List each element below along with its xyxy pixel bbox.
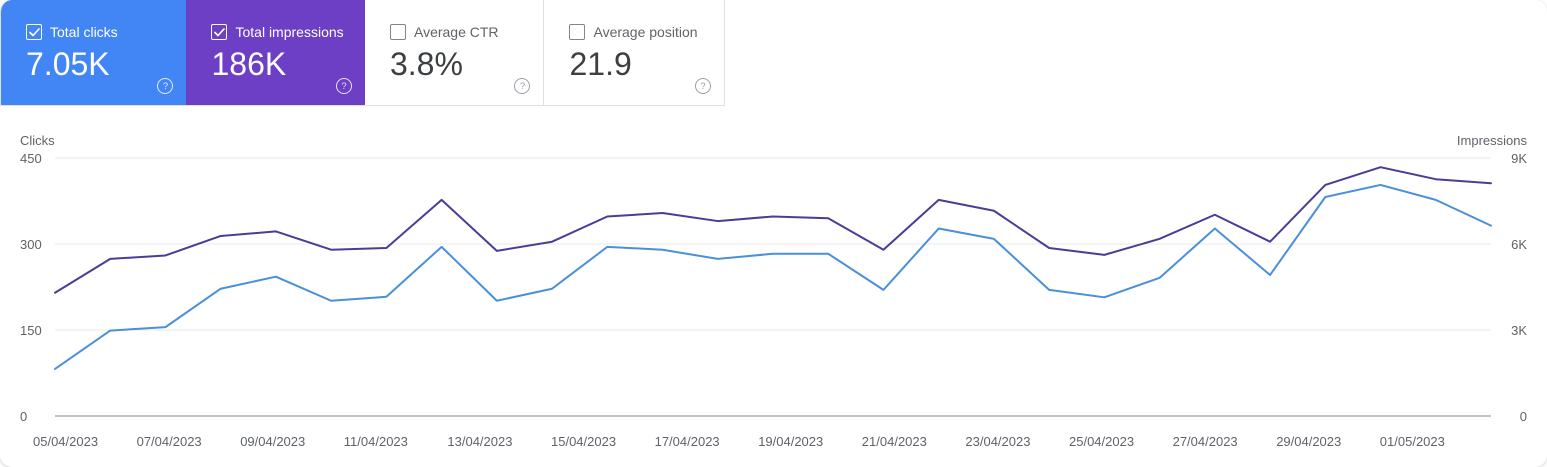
svg-text:0: 0 [1520,409,1527,424]
svg-text:01/05/2023: 01/05/2023 [1380,434,1445,449]
svg-text:6K: 6K [1511,237,1527,252]
svg-text:13/04/2023: 13/04/2023 [447,434,512,449]
svg-text:27/04/2023: 27/04/2023 [1173,434,1238,449]
svg-text:3K: 3K [1511,323,1527,338]
svg-text:150: 150 [20,323,42,338]
svg-text:15/04/2023: 15/04/2023 [551,434,616,449]
svg-text:09/04/2023: 09/04/2023 [240,434,305,449]
svg-text:300: 300 [20,237,42,252]
svg-text:25/04/2023: 25/04/2023 [1069,434,1134,449]
svg-text:21/04/2023: 21/04/2023 [862,434,927,449]
svg-text:9K: 9K [1511,151,1527,166]
svg-text:0: 0 [20,409,27,424]
svg-text:450: 450 [20,151,42,166]
svg-text:11/04/2023: 11/04/2023 [344,434,408,449]
svg-text:23/04/2023: 23/04/2023 [965,434,1030,449]
svg-text:07/04/2023: 07/04/2023 [137,434,202,449]
svg-text:19/04/2023: 19/04/2023 [758,434,823,449]
svg-text:17/04/2023: 17/04/2023 [655,434,720,449]
svg-text:29/04/2023: 29/04/2023 [1276,434,1341,449]
svg-text:05/04/2023: 05/04/2023 [33,434,98,449]
